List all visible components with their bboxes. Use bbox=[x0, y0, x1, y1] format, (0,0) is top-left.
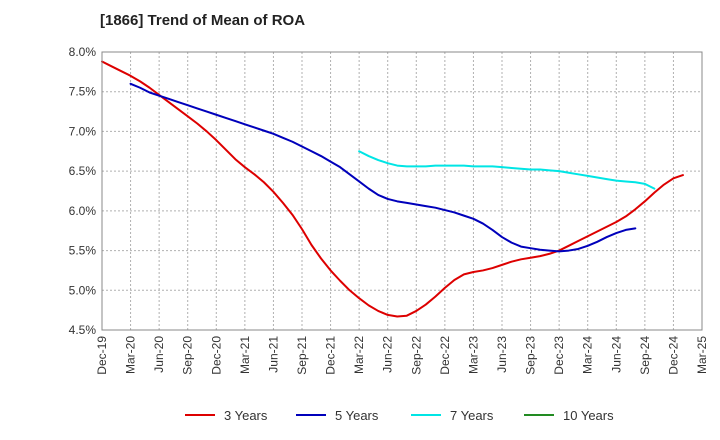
x-tick-label: Jun-21 bbox=[266, 336, 280, 373]
x-tick-label: Mar-20 bbox=[124, 336, 138, 374]
chart-title: [1866] Trend of Mean of ROA bbox=[100, 12, 306, 29]
series-line bbox=[101, 60, 684, 318]
y-tick-label: 6.5% bbox=[69, 164, 97, 178]
y-tick-label: 7.0% bbox=[69, 124, 97, 138]
plot-border bbox=[101, 51, 703, 331]
legend-label: 3 Years bbox=[224, 408, 268, 423]
x-tick-label: Sep-21 bbox=[295, 336, 309, 375]
x-tick-label: Jun-24 bbox=[609, 336, 623, 373]
series-layer bbox=[101, 60, 684, 318]
x-tick-label: Mar-21 bbox=[238, 336, 252, 374]
x-tick-label: Jun-23 bbox=[495, 336, 509, 373]
x-tick-label: Sep-22 bbox=[409, 336, 423, 375]
x-tick-label: Sep-24 bbox=[638, 336, 652, 375]
grid-layer bbox=[101, 51, 703, 331]
x-tick-label: Mar-24 bbox=[581, 336, 595, 374]
x-tick-label: Dec-19 bbox=[95, 336, 109, 375]
x-tick-label: Dec-21 bbox=[324, 336, 338, 375]
y-tick-label: 5.0% bbox=[69, 283, 97, 297]
x-tick-label: Dec-22 bbox=[438, 336, 452, 375]
y-tick-label: 8.0% bbox=[69, 45, 97, 59]
x-tick-label: Mar-22 bbox=[352, 336, 366, 374]
x-tick-label: Dec-23 bbox=[552, 336, 566, 375]
x-tick-label: Dec-24 bbox=[666, 336, 680, 375]
x-tick-label: Dec-20 bbox=[209, 336, 223, 375]
series-line bbox=[129, 82, 637, 253]
x-tick-label: Jun-22 bbox=[381, 336, 395, 373]
legend-label: 10 Years bbox=[563, 408, 614, 423]
y-tick-label: 5.5% bbox=[69, 244, 97, 258]
x-tick-label: Sep-20 bbox=[181, 336, 195, 375]
legend-label: 7 Years bbox=[450, 408, 494, 423]
x-tick-label: Jun-20 bbox=[152, 336, 166, 373]
y-tick-label: 7.5% bbox=[69, 85, 97, 99]
x-tick-label: Sep-23 bbox=[524, 336, 538, 375]
y-tick-label: 6.0% bbox=[69, 204, 97, 218]
x-tick-label: Mar-25 bbox=[695, 336, 709, 374]
series-line bbox=[358, 150, 656, 190]
y-tick-label: 4.5% bbox=[69, 323, 97, 337]
legend-label: 5 Years bbox=[335, 408, 379, 423]
x-tick-label: Mar-23 bbox=[466, 336, 480, 374]
axis-layer: 4.5% 5.0% 5.5% 6.0% 6.5% 7.0% 7.5% 8.0% Dec-19 Ma… bbox=[69, 45, 709, 375]
legend: 3 Years 5 Years 7 Years 10 Years bbox=[185, 408, 614, 423]
